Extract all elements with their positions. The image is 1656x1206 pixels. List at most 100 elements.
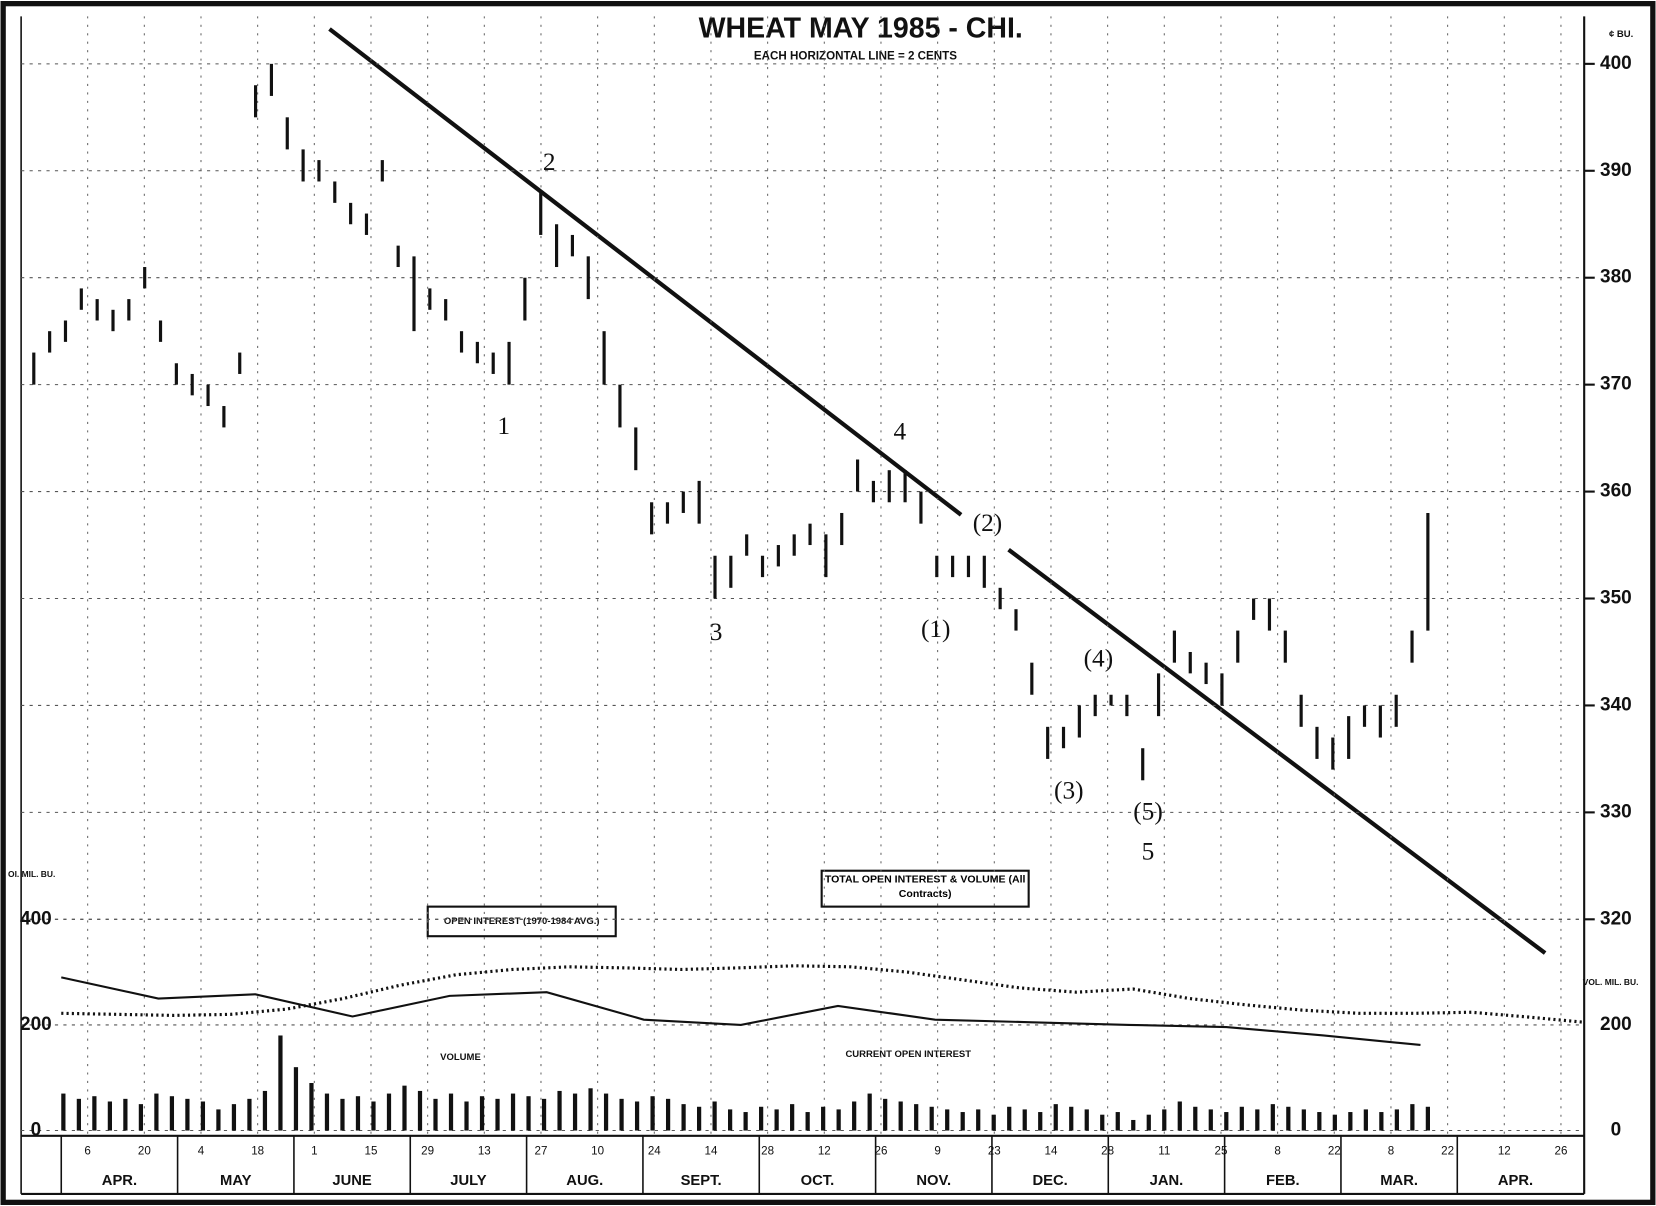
- volume-bar: [867, 1093, 872, 1131]
- volume-bar: [681, 1104, 686, 1131]
- y-tick-label: 360: [1600, 481, 1632, 502]
- x-tick-label: 12: [818, 1145, 831, 1158]
- volume-bar: [1131, 1119, 1136, 1131]
- vol-tick-label: 0: [1611, 1120, 1622, 1141]
- trend-line: [328, 27, 963, 517]
- wave-label: (5): [1133, 798, 1163, 826]
- x-tick-label: 15: [365, 1145, 378, 1158]
- y-tick-label: 350: [1600, 588, 1632, 609]
- wave-label: 3: [710, 618, 723, 646]
- volume-bar: [1255, 1109, 1260, 1131]
- volume-bar: [1270, 1104, 1275, 1131]
- chart-title: WHEAT MAY 1985 - CHI.: [699, 13, 1023, 45]
- volume-bar: [1053, 1104, 1058, 1131]
- x-tick-label: 13: [478, 1145, 491, 1158]
- oi-avg-label: OPEN INTEREST (1970-1984 AVG.): [444, 916, 600, 927]
- volume-bar: [200, 1101, 206, 1131]
- volume-bar: [852, 1101, 857, 1131]
- volume-bar: [743, 1112, 748, 1131]
- volume-bar: [1301, 1109, 1306, 1131]
- x-tick-label: 6: [84, 1145, 90, 1158]
- x-tick-label: 14: [1045, 1145, 1058, 1158]
- volume-bar: [123, 1098, 128, 1131]
- month-label: OCT.: [801, 1173, 835, 1189]
- x-tick-label: 24: [648, 1145, 661, 1158]
- volume-bar: [1394, 1109, 1399, 1131]
- volume-bar: [92, 1096, 97, 1131]
- x-tick-label: 23: [988, 1145, 1001, 1158]
- volume-bar: [355, 1096, 361, 1131]
- volume-bar: [169, 1096, 175, 1131]
- x-tick-label: 29: [421, 1145, 434, 1158]
- x-tick-label: 25: [1214, 1145, 1227, 1158]
- volume-bar: [1100, 1114, 1105, 1131]
- x-tick-label: 8: [1388, 1145, 1394, 1158]
- volume-bar: [728, 1109, 733, 1131]
- month-label: FEB.: [1266, 1173, 1300, 1189]
- box-label-wrap: TOTAL OPEN INTEREST & VOLUME (All Contra…: [824, 873, 1026, 901]
- x-tick-label: 28: [761, 1145, 774, 1158]
- volume-bar: [1348, 1112, 1353, 1131]
- x-tick-label: 22: [1441, 1145, 1454, 1158]
- volume-bar: [107, 1101, 112, 1131]
- volume-bar: [293, 1067, 299, 1131]
- x-tick-label: 4: [198, 1145, 205, 1158]
- volume-bar: [603, 1093, 609, 1131]
- volume-bar: [1193, 1106, 1198, 1131]
- wave-label: 2: [543, 148, 556, 176]
- volume-bar: [433, 1098, 438, 1131]
- volume-bar: [883, 1098, 888, 1131]
- volume-bar: [1084, 1109, 1089, 1131]
- volume-bar: [650, 1096, 655, 1131]
- volume-bar: [154, 1093, 159, 1131]
- volume-bar: [696, 1106, 702, 1131]
- x-tick-label: 12: [1498, 1145, 1511, 1158]
- month-label: MAY: [220, 1173, 252, 1189]
- x-tick-label: 26: [875, 1145, 888, 1158]
- volume-bar: [634, 1101, 640, 1131]
- volume-bar: [417, 1090, 423, 1131]
- volume-bar: [759, 1106, 764, 1131]
- y2-tick-label: 400: [20, 908, 52, 929]
- x-tick-label: 8: [1274, 1145, 1280, 1158]
- volume-bar: [231, 1104, 237, 1131]
- volume-bar: [278, 1035, 283, 1131]
- wave-label: 1: [497, 412, 510, 440]
- volume-bar: [1208, 1109, 1213, 1131]
- box-label: TOTAL OPEN INTEREST & VOLUME (All Contra…: [824, 873, 1026, 901]
- oi-current-label: CURRENT OPEN INTEREST: [845, 1049, 971, 1060]
- volume-bar: [309, 1083, 314, 1131]
- volume-bar: [898, 1101, 903, 1131]
- y2-tick-label: 0: [31, 1120, 42, 1141]
- x-tick-label: 26: [1554, 1145, 1567, 1158]
- y-tick-label: 340: [1600, 694, 1632, 715]
- volume-bar: [76, 1098, 81, 1131]
- month-label: SEPT.: [681, 1173, 722, 1189]
- y-axis-label: ¢ BU.: [1609, 29, 1633, 40]
- y-tick-label: 370: [1600, 374, 1632, 395]
- vol-axis-label: VOL. MIL. BU.: [1583, 977, 1639, 987]
- volume-bar: [790, 1104, 795, 1131]
- volume-bar: [464, 1101, 469, 1131]
- volume-bar: [1379, 1112, 1384, 1131]
- volume-bar: [1286, 1106, 1291, 1131]
- volume-bar: [402, 1085, 407, 1131]
- oi-avg-line: [61, 964, 1585, 1024]
- month-label: JUNE: [332, 1173, 372, 1189]
- month-label: NOV.: [916, 1173, 951, 1189]
- volume-bar: [448, 1093, 454, 1131]
- volume-bar: [665, 1098, 671, 1131]
- volume-bar: [216, 1109, 221, 1131]
- volume-bar: [821, 1106, 826, 1131]
- volume-bar: [929, 1106, 934, 1131]
- volume-bar: [479, 1096, 485, 1131]
- volume-bar: [1162, 1109, 1167, 1131]
- wave-label: 5: [1142, 838, 1155, 866]
- volume-bar: [262, 1090, 268, 1131]
- volume-bar: [526, 1096, 531, 1131]
- month-label: DEC.: [1032, 1173, 1067, 1189]
- volume-bar: [1239, 1106, 1244, 1131]
- x-tick-label: 18: [251, 1145, 264, 1158]
- volume-bar: [1022, 1109, 1027, 1131]
